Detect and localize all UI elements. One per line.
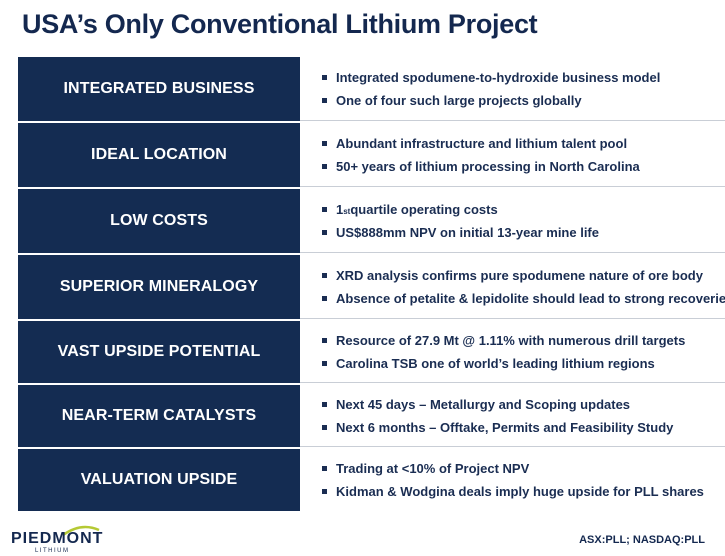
list-item: Integrated spodumene-to-hydroxide busine… bbox=[322, 66, 725, 89]
list-item: Next 45 days – Metallurgy and Scoping up… bbox=[322, 393, 725, 416]
row-label: VALUATION UPSIDE bbox=[18, 449, 300, 511]
bullet-square-icon bbox=[322, 74, 327, 80]
list-item: Carolina TSB one of world’s leading lith… bbox=[322, 352, 725, 375]
list-item: Resource of 27.9 Mt @ 1.11% with numerou… bbox=[322, 329, 725, 352]
row-bullets: XRD analysis confirms pure spodumene nat… bbox=[300, 255, 725, 319]
table-row: SUPERIOR MINERALOGY XRD analysis confirm… bbox=[18, 255, 725, 319]
row-label: SUPERIOR MINERALOGY bbox=[18, 255, 300, 319]
bullet-square-icon bbox=[322, 272, 327, 278]
bullet-square-icon bbox=[322, 163, 327, 169]
bullet-square-icon bbox=[322, 401, 327, 407]
bullet-square-icon bbox=[322, 466, 327, 471]
row-bullets: Trading at <10% of Project NPV Kidman & … bbox=[300, 449, 725, 511]
list-item: 50+ years of lithium processing in North… bbox=[322, 155, 725, 178]
bullet-square-icon bbox=[322, 360, 327, 366]
list-item: One of four such large projects globally bbox=[322, 89, 725, 112]
table-row: VALUATION UPSIDE Trading at <10% of Proj… bbox=[18, 449, 725, 511]
bullet-square-icon bbox=[322, 97, 327, 103]
list-item: XRD analysis confirms pure spodumene nat… bbox=[322, 264, 725, 287]
row-label: VAST UPSIDE POTENTIAL bbox=[18, 321, 300, 383]
bullet-square-icon bbox=[322, 424, 327, 430]
bullet-square-icon bbox=[322, 337, 327, 343]
bullet-square-icon bbox=[322, 295, 327, 301]
logo-subtitle: LITHIUM bbox=[35, 548, 70, 554]
page-title: USA’s Only Conventional Lithium Project bbox=[22, 9, 538, 39]
row-label: IDEAL LOCATION bbox=[18, 123, 300, 187]
list-item: Absence of petalite & lepidolite should … bbox=[322, 287, 725, 310]
logo-wordmark: PIEDMONT bbox=[11, 530, 104, 547]
highlights-table: INTEGRATED BUSINESS Integrated spodumene… bbox=[18, 57, 725, 511]
table-row: VAST UPSIDE POTENTIAL Resource of 27.9 M… bbox=[18, 321, 725, 383]
row-bullets: Abundant infrastructure and lithium tale… bbox=[300, 123, 725, 187]
row-label: NEAR-TERM CATALYSTS bbox=[18, 385, 300, 447]
bullet-square-icon bbox=[322, 140, 327, 146]
table-row: IDEAL LOCATION Abundant infrastructure a… bbox=[18, 123, 725, 187]
ticker-symbols: ASX:PLL; NASDAQ:PLL bbox=[579, 534, 705, 546]
bullet-square-icon bbox=[322, 489, 327, 494]
row-bullets: Next 45 days – Metallurgy and Scoping up… bbox=[300, 385, 725, 447]
list-item: Abundant infrastructure and lithium tale… bbox=[322, 132, 725, 155]
list-item: US$888mm NPV on initial 13-year mine lif… bbox=[322, 221, 725, 244]
logo-swoosh-icon bbox=[62, 525, 100, 536]
table-row: NEAR-TERM CATALYSTS Next 45 days – Metal… bbox=[18, 385, 725, 447]
piedmont-lithium-logo: PIEDMONT LITHIUM bbox=[11, 524, 104, 554]
row-bullets: Resource of 27.9 Mt @ 1.11% with numerou… bbox=[300, 321, 725, 383]
list-item: Kidman & Wodgina deals imply huge upside… bbox=[322, 480, 725, 503]
bullet-square-icon bbox=[322, 206, 327, 212]
row-label: LOW COSTS bbox=[18, 189, 300, 253]
row-label: INTEGRATED BUSINESS bbox=[18, 57, 300, 121]
list-item: Next 6 months – Offtake, Permits and Fea… bbox=[322, 416, 725, 439]
table-row: INTEGRATED BUSINESS Integrated spodumene… bbox=[18, 57, 725, 121]
row-bullets: Integrated spodumene-to-hydroxide busine… bbox=[300, 57, 725, 121]
list-item: Trading at <10% of Project NPV bbox=[322, 457, 725, 480]
bullet-square-icon bbox=[322, 229, 327, 235]
